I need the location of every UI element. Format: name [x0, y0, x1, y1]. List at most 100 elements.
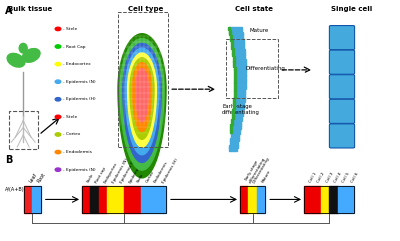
Bar [228, 27, 230, 30]
Text: Stele: Stele [136, 173, 145, 184]
Bar [234, 106, 244, 109]
Bar [329, 186, 338, 213]
Text: Mature: Mature [250, 28, 269, 33]
Bar [231, 46, 233, 48]
Bar [236, 88, 246, 92]
Bar [107, 186, 116, 213]
Ellipse shape [19, 43, 27, 53]
Bar [230, 124, 232, 127]
Bar [235, 69, 246, 72]
Bar [233, 44, 244, 47]
Bar [233, 56, 235, 59]
Bar [232, 120, 242, 124]
Bar [230, 143, 238, 146]
Circle shape [55, 80, 61, 83]
Bar [231, 34, 243, 38]
Text: Root: Root [37, 172, 47, 184]
Circle shape [55, 115, 61, 119]
Bar [231, 135, 239, 139]
Bar [233, 103, 235, 106]
Polygon shape [132, 63, 152, 132]
Bar [232, 48, 234, 51]
Bar [234, 93, 236, 96]
Text: Bulk tissue: Bulk tissue [8, 6, 52, 12]
Bar [312, 186, 321, 213]
Bar [231, 130, 240, 134]
Bar [230, 27, 242, 30]
Text: - Cortex: - Cortex [63, 133, 80, 136]
Bar [234, 85, 236, 88]
Bar [232, 111, 234, 114]
Bar [230, 35, 232, 38]
Bar [230, 38, 232, 41]
Text: - Epidermis (N): - Epidermis (N) [63, 80, 96, 84]
Bar [235, 98, 245, 102]
Bar [234, 111, 243, 114]
Bar [235, 61, 246, 65]
FancyBboxPatch shape [330, 99, 355, 123]
Bar [233, 59, 235, 62]
Bar [230, 145, 238, 148]
Bar [236, 79, 246, 82]
Bar [232, 39, 244, 43]
Bar [124, 186, 132, 213]
Bar [230, 29, 242, 33]
Bar [24, 186, 32, 213]
Bar [304, 186, 354, 213]
Bar [240, 186, 265, 213]
Circle shape [55, 150, 61, 154]
Bar [158, 186, 166, 213]
Text: Cell 5: Cell 5 [342, 172, 351, 184]
Bar [234, 72, 236, 75]
Bar [32, 186, 41, 213]
Bar [230, 140, 238, 143]
Text: Differentiating: Differentiating [253, 156, 271, 184]
Bar [236, 71, 246, 75]
Bar [230, 127, 232, 130]
Text: - Endodermis: - Endodermis [63, 150, 92, 154]
Bar [234, 77, 236, 80]
Bar [231, 43, 233, 46]
Bar [232, 114, 234, 117]
Bar [230, 40, 232, 43]
Text: - Root Cap: - Root Cap [63, 45, 86, 48]
Bar [82, 186, 90, 213]
Bar [346, 186, 354, 213]
Bar [229, 33, 231, 35]
Bar [236, 76, 246, 80]
Ellipse shape [22, 49, 40, 62]
Bar [235, 66, 246, 70]
Text: Early-stage
differentiating: Early-stage differentiating [244, 154, 266, 184]
Text: B: B [5, 155, 12, 165]
Text: Cortex: Cortex [145, 170, 155, 184]
FancyBboxPatch shape [330, 75, 355, 99]
Bar [232, 123, 241, 126]
Bar [233, 101, 235, 104]
Bar [116, 186, 124, 213]
Bar [240, 186, 248, 213]
Text: Cell 4: Cell 4 [333, 172, 342, 184]
FancyBboxPatch shape [330, 26, 355, 50]
Bar [321, 186, 329, 213]
Bar [304, 186, 312, 213]
Bar [234, 80, 236, 83]
Bar [236, 91, 245, 94]
Bar [90, 186, 99, 213]
Bar [338, 186, 346, 213]
Bar [230, 138, 239, 141]
Bar [233, 61, 235, 64]
Polygon shape [128, 53, 156, 147]
Text: Cell 6: Cell 6 [350, 172, 360, 184]
Text: Cell 3: Cell 3 [325, 172, 334, 184]
Text: - Stele: - Stele [63, 27, 78, 31]
Text: Endoportex: Endoportex [103, 161, 118, 184]
Bar [231, 119, 233, 122]
Bar [233, 115, 242, 119]
Bar [132, 186, 141, 213]
Bar [234, 69, 236, 72]
Text: - Stele: - Stele [63, 115, 78, 119]
Bar [236, 74, 246, 77]
Text: - Epidermis (N): - Epidermis (N) [63, 168, 96, 172]
Polygon shape [136, 69, 148, 122]
Polygon shape [125, 48, 159, 155]
